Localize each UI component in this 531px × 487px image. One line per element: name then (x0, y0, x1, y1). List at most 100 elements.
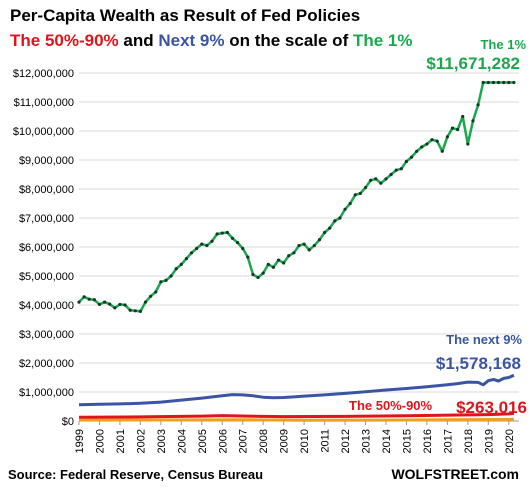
chart-subtitle: The 50%-90% and Next 9% on the scale of … (10, 31, 413, 50)
top-1-point (149, 294, 153, 298)
top-1-point (118, 302, 122, 307)
x-tick-label: 2009 (279, 429, 291, 453)
x-tick-label: 2003 (156, 429, 168, 453)
top-1-point (328, 226, 332, 230)
top-1-point (491, 80, 496, 85)
top-1-point (456, 127, 460, 132)
top-1-point (164, 278, 168, 282)
top-1-point (317, 238, 322, 242)
x-tick-label: 2006 (217, 429, 229, 453)
top-1-point (220, 231, 224, 235)
top-1-point (143, 300, 148, 304)
top-1-point (200, 242, 204, 246)
top-1-point (108, 302, 112, 306)
x-tick-label: 2018 (463, 429, 475, 453)
x-tick-label: 1999 (74, 429, 86, 453)
x-tick-label: 2004 (176, 429, 188, 453)
top-1-point (287, 254, 291, 258)
y-tick-label: $1,000,000 (19, 387, 74, 399)
x-tick-label: 2019 (483, 429, 495, 453)
top-1-point (435, 139, 439, 143)
top-1-point (179, 262, 183, 266)
top-1-point (384, 177, 388, 181)
x-tick-label: 2012 (340, 429, 352, 453)
x-tick-label: 2020 (504, 429, 516, 453)
fifty-ninety-label: The 50%-90% (349, 398, 433, 413)
top-1-point (389, 172, 393, 177)
top-1-label: The 1% (480, 37, 526, 52)
y-tick-label: $5,000,000 (19, 271, 74, 283)
top-1-point (486, 80, 490, 85)
top-1-point (230, 236, 235, 240)
top-1-point (420, 145, 424, 149)
top-1-point (512, 80, 516, 85)
top-1-point (133, 309, 137, 313)
top-1-point (333, 219, 337, 223)
top-1-point (445, 135, 449, 139)
x-tick-label: 2007 (238, 429, 250, 453)
y-tick-label: $4,000,000 (19, 300, 74, 312)
top-1-point (312, 243, 316, 248)
top-1-point (159, 280, 163, 284)
chart-title: Per-Capita Wealth as Result of Fed Polic… (10, 6, 360, 25)
top-1-point (215, 232, 219, 236)
top-1-point (271, 265, 276, 269)
top-1-point (343, 207, 347, 211)
top-1-point (369, 178, 373, 182)
top-1-point (169, 274, 173, 278)
top-1-point (302, 242, 306, 246)
top-1-point (415, 149, 419, 153)
top-1-point (471, 119, 475, 123)
top-1-point (97, 302, 102, 307)
top-1-point (297, 243, 301, 248)
bottom-50-line (78, 417, 514, 422)
subtitle-next-9: Next 9% (158, 31, 224, 50)
top-1-point (502, 80, 506, 85)
top-1-point (154, 290, 158, 294)
top-1-point (256, 275, 260, 280)
top-1-point (399, 167, 403, 171)
top-1-point (138, 309, 142, 313)
top-1-point (379, 181, 383, 185)
y-tick-label: $0 (62, 416, 74, 428)
top-1-point (409, 155, 414, 159)
top-1-point (338, 216, 342, 220)
top-1-point (195, 246, 199, 251)
top-1-point (374, 177, 378, 181)
top-1-point (481, 80, 485, 85)
x-tick-label: 2016 (422, 429, 434, 453)
x-tick-label: 2010 (299, 429, 311, 453)
fifty-ninety-line (78, 411, 515, 419)
top-1-point (241, 246, 245, 251)
top-1-percent-line (78, 81, 514, 313)
subtitle-50-90: The 50%-90% (10, 31, 119, 50)
top-1-point (450, 126, 455, 130)
plot-area (77, 80, 516, 422)
top-1-point (128, 308, 132, 312)
source-note: Source: Federal Reserve, Census Bureau (8, 467, 263, 482)
subtitle-and: and (119, 31, 159, 50)
x-tick-label: 2000 (94, 429, 106, 453)
y-axis: $0 $1,000,000 $2,000,000 $3,000,000 $4,000,0… (13, 68, 74, 428)
top-1-point (92, 298, 96, 302)
x-axis: 1999 2000 2001 2002 2003 2004 2005 2006 2007 2008… (74, 421, 516, 453)
next-9-value-label: $1,578,168 (436, 354, 521, 373)
top-1-point (466, 142, 470, 146)
top-1-point (102, 300, 107, 304)
top-1-point (292, 251, 296, 255)
top-1-point (358, 191, 362, 195)
series-labels: The 1% $11,671,282 The next 9% $1,578,168 Th… (349, 37, 527, 417)
y-tick-label: $9,000,000 (19, 155, 74, 167)
top-1-point (496, 80, 501, 85)
brand-watermark: WOLFSTREET.com (391, 466, 519, 482)
y-tick-label: $12,000,000 (13, 68, 74, 80)
fifty-ninety-value-label: $263,016 (456, 398, 527, 417)
top-1-point (425, 142, 429, 146)
top-1-point (225, 230, 229, 235)
y-tick-label: $10,000,000 (13, 126, 74, 138)
subtitle-scale-of: on the scale of (224, 31, 352, 50)
top-1-point (113, 306, 117, 310)
top-1-point (77, 300, 81, 304)
y-tick-label: $11,000,000 (14, 97, 74, 109)
